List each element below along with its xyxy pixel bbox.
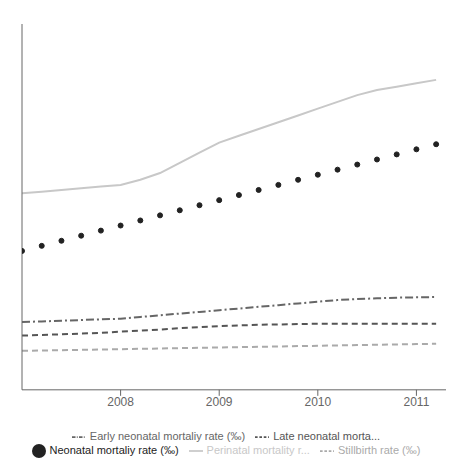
svg-text:2008: 2008 <box>107 395 134 409</box>
svg-text:2010: 2010 <box>304 395 331 409</box>
html-text:Stillbirth rate (‰): Stillbirth rate (‰) <box>337 443 421 456</box>
html-text:Neonatal mortaliy rate (‰): Neonatal mortaliy rate (‰) <box>49 443 179 456</box>
html-text:Perinatal mortality r...: Perinatal mortality r... <box>206 443 310 456</box>
html-text:Late neonatal morta...: Late neonatal morta... <box>273 429 381 442</box>
svg-text:2009: 2009 <box>206 395 233 409</box>
html-text:Early neonatal mortaliy rate (: Early neonatal mortaliy rate (‰) <box>89 429 246 442</box>
svg-text:2011: 2011 <box>404 395 430 409</box>
